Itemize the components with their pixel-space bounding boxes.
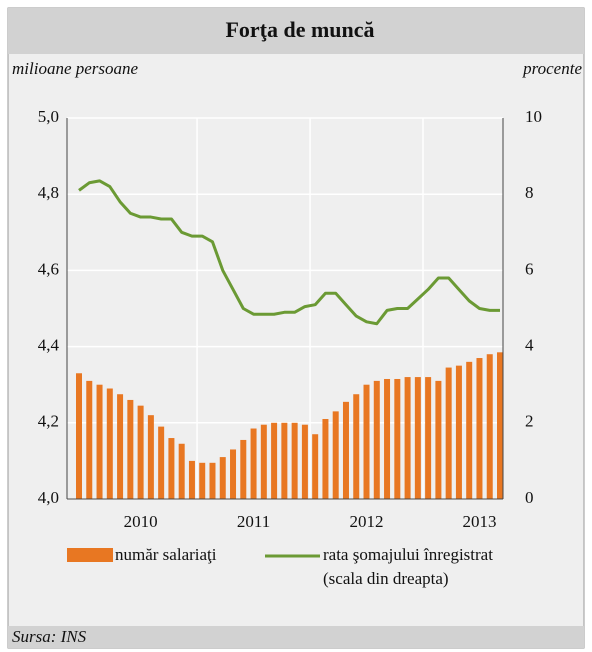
bar — [342, 401, 349, 499]
x-tick-label: 2013 — [462, 512, 496, 531]
bar — [127, 399, 134, 499]
bar — [476, 358, 483, 499]
bar — [455, 365, 462, 499]
y2-tick-label: 2 — [525, 412, 534, 431]
bar — [76, 373, 82, 499]
bar — [86, 380, 93, 499]
bar — [322, 418, 329, 499]
bar — [271, 422, 278, 499]
bar — [301, 424, 308, 499]
bar — [137, 405, 144, 499]
bar — [373, 380, 380, 499]
y-tick-label: 4,0 — [38, 488, 59, 507]
bar — [332, 411, 339, 499]
y-tick-label: 4,8 — [38, 183, 59, 202]
bar — [250, 428, 257, 499]
y2-axis-label: procente — [522, 59, 582, 78]
bar — [178, 443, 185, 499]
bar — [445, 367, 452, 499]
source: Sursa: INS — [12, 627, 87, 646]
bar — [394, 378, 401, 499]
bar — [260, 424, 267, 499]
title-band — [8, 8, 584, 54]
y2-tick-label: 6 — [525, 259, 534, 278]
bar — [312, 434, 319, 499]
legend-swatch-bar — [67, 548, 113, 562]
bar — [435, 380, 442, 499]
bar — [209, 462, 216, 499]
bar — [158, 426, 165, 499]
chart-title: Forţa de muncă — [225, 17, 374, 42]
y-tick-label: 5,0 — [38, 107, 59, 126]
bar — [106, 388, 113, 499]
bar — [425, 377, 432, 499]
bar — [230, 449, 237, 499]
bar — [363, 384, 370, 499]
bar — [147, 415, 154, 499]
y-tick-label: 4,4 — [38, 336, 60, 355]
x-tick-label: 2012 — [350, 512, 384, 531]
bar — [486, 354, 493, 499]
footer-band — [8, 626, 584, 648]
legend-label: rata şomajului înregistrat — [323, 545, 493, 564]
x-tick-label: 2011 — [237, 512, 270, 531]
panel — [7, 7, 585, 649]
bar — [404, 377, 411, 499]
y2-tick-label: 10 — [525, 107, 542, 126]
bar — [497, 352, 503, 499]
bar — [168, 438, 175, 499]
bar — [240, 439, 247, 499]
y2-tick-label: 8 — [525, 183, 534, 202]
y-axis-label: milioane persoane — [12, 59, 139, 78]
y-tick-label: 4,2 — [38, 412, 59, 431]
y2-tick-label: 4 — [525, 336, 534, 355]
line — [78, 179, 500, 326]
bar — [117, 394, 124, 499]
legend-note: (scala din dreapta) — [323, 569, 449, 588]
bar — [199, 462, 206, 499]
x-tick-label: 2010 — [124, 512, 158, 531]
bar — [466, 361, 473, 499]
y2-tick-label: 0 — [525, 488, 534, 507]
bar — [96, 384, 103, 499]
y-tick-label: 4,6 — [38, 259, 59, 278]
bar — [291, 422, 298, 499]
bar — [219, 457, 226, 499]
bar — [281, 422, 288, 499]
bar — [414, 377, 421, 499]
bar — [353, 394, 360, 499]
legend-label: număr salariaţi — [115, 545, 217, 564]
bar — [188, 460, 195, 499]
bar — [384, 378, 391, 499]
